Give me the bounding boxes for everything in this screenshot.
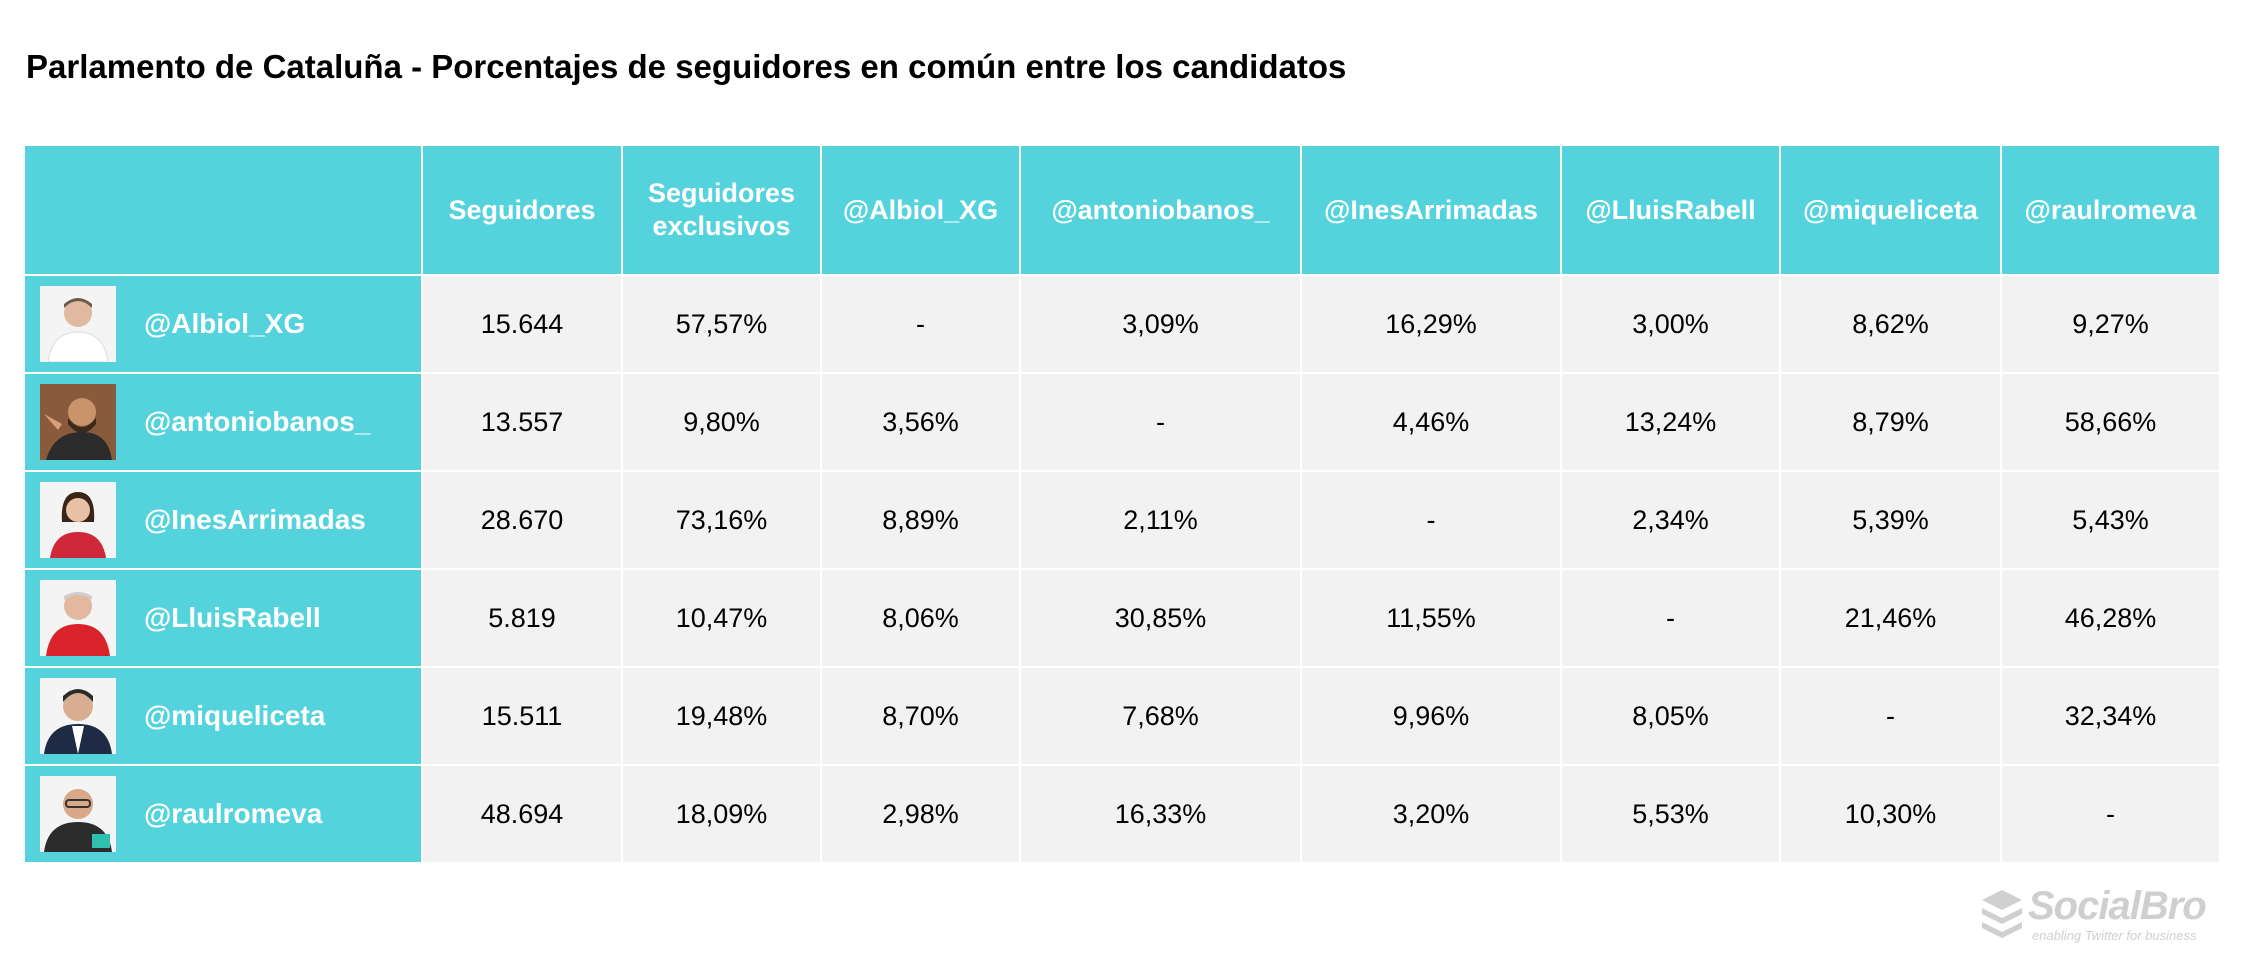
table-row: @miqueliceta 15.511 19,48% 8,70% 7,68% 9…	[23, 666, 2221, 766]
cell-albiol: -	[820, 274, 1021, 374]
cell-seguidores: 5.819	[421, 568, 623, 668]
cell-inesarrimadas: 4,46%	[1300, 372, 1562, 472]
cell-raulromeva: 58,66%	[2000, 372, 2221, 472]
cell-inesarrimadas: -	[1300, 470, 1562, 570]
avatar	[40, 580, 116, 656]
header-raulromeva: @raulromeva	[2000, 144, 2221, 276]
row-header: @raulromeva	[23, 764, 423, 864]
cell-seguidores: 28.670	[421, 470, 623, 570]
cell-miqueliceta: 8,62%	[1779, 274, 2002, 374]
cell-antoniobanos: 2,11%	[1019, 470, 1302, 570]
cell-antoniobanos: 16,33%	[1019, 764, 1302, 864]
header-miqueliceta: @miqueliceta	[1779, 144, 2002, 276]
cell-seguidores: 48.694	[421, 764, 623, 864]
header-corner	[23, 144, 423, 276]
header-inesarrimadas: @InesArrimadas	[1300, 144, 1562, 276]
cell-miqueliceta: -	[1779, 666, 2002, 766]
cell-antoniobanos: -	[1019, 372, 1302, 472]
cell-seguidores: 13.557	[421, 372, 623, 472]
cell-albiol: 2,98%	[820, 764, 1021, 864]
header-exclusivos: Seguidores exclusivos	[621, 144, 822, 276]
table-row: @antoniobanos_ 13.557 9,80% 3,56% - 4,46…	[23, 372, 2221, 472]
cell-lluisrabell: -	[1560, 568, 1781, 668]
table-row: @raulromeva 48.694 18,09% 2,98% 16,33% 3…	[23, 764, 2221, 864]
cell-miqueliceta: 8,79%	[1779, 372, 2002, 472]
cell-albiol: 8,89%	[820, 470, 1021, 570]
cell-exclusivos: 10,47%	[621, 568, 822, 668]
table-row: @LluisRabell 5.819 10,47% 8,06% 30,85% 1…	[23, 568, 2221, 668]
logo-name: SocialBro	[2028, 884, 2207, 928]
cell-raulromeva: 9,27%	[2000, 274, 2221, 374]
avatar	[40, 286, 116, 362]
cell-seguidores: 15.644	[421, 274, 623, 374]
row-header: @LluisRabell	[23, 568, 423, 668]
table-row: @InesArrimadas 28.670 73,16% 8,89% 2,11%…	[23, 470, 2221, 570]
cell-lluisrabell: 2,34%	[1560, 470, 1781, 570]
socialbro-logo: SocialBro enabling Twitter for business	[1980, 884, 2220, 944]
logo-tagline: enabling Twitter for business	[2032, 928, 2197, 943]
avatar	[40, 384, 116, 460]
cell-albiol: 8,70%	[820, 666, 1021, 766]
cell-raulromeva: 32,34%	[2000, 666, 2221, 766]
row-header: @miqueliceta	[23, 666, 423, 766]
cell-lluisrabell: 5,53%	[1560, 764, 1781, 864]
cell-antoniobanos: 7,68%	[1019, 666, 1302, 766]
header-row: Seguidores Seguidores exclusivos @Albiol…	[23, 144, 2221, 276]
stacked-layers-icon	[1982, 890, 2022, 938]
cell-seguidores: 15.511	[421, 666, 623, 766]
cell-inesarrimadas: 11,55%	[1300, 568, 1562, 668]
avatar	[40, 776, 116, 852]
cell-albiol: 3,56%	[820, 372, 1021, 472]
cell-miqueliceta: 5,39%	[1779, 470, 2002, 570]
cell-exclusivos: 73,16%	[621, 470, 822, 570]
row-handle: @miqueliceta	[144, 700, 326, 731]
cell-lluisrabell: 13,24%	[1560, 372, 1781, 472]
cell-miqueliceta: 21,46%	[1779, 568, 2002, 668]
page-title: Parlamento de Cataluña - Porcentajes de …	[26, 48, 1347, 85]
cell-exclusivos: 57,57%	[621, 274, 822, 374]
cell-miqueliceta: 10,30%	[1779, 764, 2002, 864]
cell-antoniobanos: 3,09%	[1019, 274, 1302, 374]
cell-inesarrimadas: 16,29%	[1300, 274, 1562, 374]
row-handle: @antoniobanos_	[144, 406, 371, 437]
row-header: @antoniobanos_	[23, 372, 423, 472]
row-handle: @Albiol_XG	[144, 308, 306, 339]
table-row: @Albiol_XG 15.644 57,57% - 3,09% 16,29% …	[23, 274, 2221, 374]
cell-inesarrimadas: 9,96%	[1300, 666, 1562, 766]
cell-lluisrabell: 3,00%	[1560, 274, 1781, 374]
row-header: @InesArrimadas	[23, 470, 423, 570]
header-exclusivos-line2: exclusivos	[652, 211, 791, 241]
header-lluisrabell: @LluisRabell	[1560, 144, 1781, 276]
header-albiol: @Albiol_XG	[820, 144, 1021, 276]
header-antoniobanos: @antoniobanos_	[1019, 144, 1302, 276]
row-header: @Albiol_XG	[23, 274, 423, 374]
cell-exclusivos: 18,09%	[621, 764, 822, 864]
row-handle: @InesArrimadas	[144, 504, 366, 535]
cell-raulromeva: 46,28%	[2000, 568, 2221, 668]
cell-raulromeva: -	[2000, 764, 2221, 864]
cell-exclusivos: 19,48%	[621, 666, 822, 766]
avatar	[40, 482, 116, 558]
cell-lluisrabell: 8,05%	[1560, 666, 1781, 766]
cell-albiol: 8,06%	[820, 568, 1021, 668]
cell-exclusivos: 9,80%	[621, 372, 822, 472]
cell-inesarrimadas: 3,20%	[1300, 764, 1562, 864]
header-seguidores: Seguidores	[421, 144, 623, 276]
cell-raulromeva: 5,43%	[2000, 470, 2221, 570]
followers-table: Seguidores Seguidores exclusivos @Albiol…	[23, 144, 2221, 864]
row-handle: @LluisRabell	[144, 602, 321, 633]
avatar	[40, 678, 116, 754]
row-handle: @raulromeva	[144, 798, 323, 829]
header-exclusivos-line1: Seguidores	[647, 178, 796, 208]
cell-antoniobanos: 30,85%	[1019, 568, 1302, 668]
